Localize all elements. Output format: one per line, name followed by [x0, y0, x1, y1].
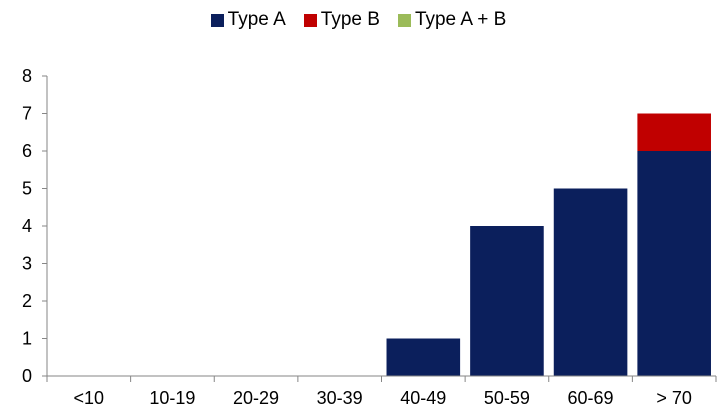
- legend-label-type-a: Type A: [227, 9, 286, 30]
- legend-swatch-type-b: [303, 13, 317, 27]
- y-tick-label-5: 5: [22, 179, 32, 199]
- bar-type-a-7: [637, 151, 711, 376]
- bar-type-a-5: [470, 226, 544, 376]
- x-tick-label-2: 20-29: [233, 388, 279, 408]
- x-tick-label-7: > 70: [656, 388, 692, 408]
- y-tick-label-3: 3: [22, 254, 32, 274]
- y-tick-label-2: 2: [22, 291, 32, 311]
- legend-item-type-a-plus-b: Type A + B: [397, 9, 507, 31]
- x-tick-label-6: 60-69: [568, 388, 614, 408]
- legend-label-type-a-plus-b: Type A + B: [414, 9, 507, 30]
- y-tick-label-1: 1: [22, 329, 32, 349]
- y-tick-label-8: 8: [22, 66, 32, 86]
- x-tick-label-1: 10-19: [149, 388, 195, 408]
- x-tick-label-4: 40-49: [400, 388, 446, 408]
- y-tick-label-6: 6: [22, 141, 32, 161]
- bar-type-a-6: [553, 188, 628, 376]
- x-tick-label-3: 30-39: [317, 388, 363, 408]
- legend-swatch-type-a: [210, 13, 224, 27]
- legend-swatch-type-a-plus-b: [397, 13, 411, 27]
- y-tick-label-7: 7: [22, 104, 32, 124]
- legend-item-type-b: Type B: [303, 9, 380, 31]
- legend-label-type-b: Type B: [320, 9, 380, 30]
- x-tick-label-5: 50-59: [484, 388, 530, 408]
- x-tick-label-0: <10: [74, 388, 105, 408]
- y-tick-label-0: 0: [22, 366, 32, 386]
- bar-type-b-7: [637, 113, 711, 151]
- chart-legend: Type A Type B Type A + B: [0, 9, 717, 31]
- bar-type-a-4: [386, 338, 461, 376]
- legend-item-type-a: Type A: [210, 9, 286, 31]
- y-tick-label-4: 4: [22, 216, 32, 236]
